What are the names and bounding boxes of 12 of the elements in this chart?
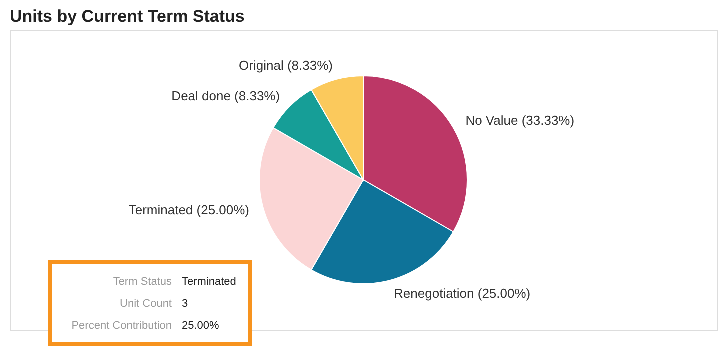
slice-label: Original (8.33%): [239, 58, 333, 74]
slice-label: Terminated: [182, 276, 236, 288]
text: Percent Contribution: [72, 320, 172, 332]
text: 25.00%: [182, 320, 220, 332]
slice-label: Deal done (8.33%): [172, 88, 280, 104]
text: Unit Count: [120, 298, 172, 310]
text: 3: [182, 298, 188, 310]
slice-label: Renegotiation (25.00%): [394, 286, 531, 301]
slice-label: No Value (33.33%): [466, 113, 575, 128]
chart-title: Units by Current Term Status: [10, 7, 245, 26]
category-label: Terminated (25.00%): [128, 202, 250, 218]
text: Term Status: [113, 276, 172, 288]
